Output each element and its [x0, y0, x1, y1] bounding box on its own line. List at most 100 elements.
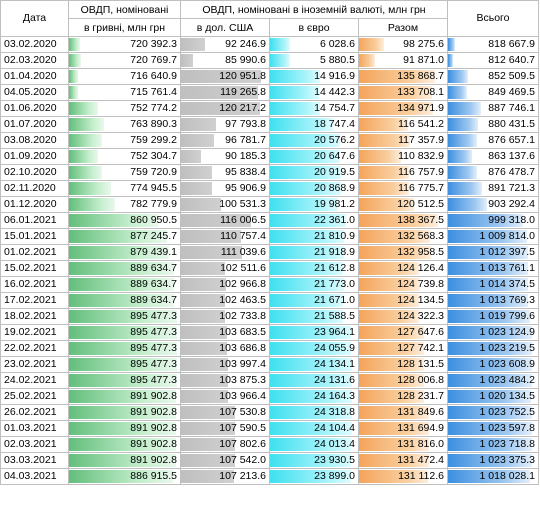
table-row: 03.03.2021 891 902.8 107 542.0 23 930.5 131 … [0, 452, 539, 469]
fx-data-bar [359, 166, 409, 179]
eur-data-bar [270, 134, 340, 147]
uah-value: 895 477.3 [130, 358, 177, 370]
eur-data-bar [270, 326, 352, 339]
total-value: 891 721.3 [488, 182, 535, 194]
fx-value: 133 708.1 [397, 86, 444, 98]
fx-data-bar [359, 230, 431, 243]
fx-cell: 116 757.9 [358, 164, 448, 181]
date-cell: 03.08.2020 [0, 132, 69, 149]
total-data-bar [448, 342, 532, 355]
eur-data-bar [270, 70, 321, 83]
eur-value: 19 981.2 [314, 198, 355, 210]
eur-cell: 20 647.6 [269, 148, 359, 165]
total-cell: 999 318.0 [447, 212, 539, 229]
fx-data-bar [359, 342, 424, 355]
total-cell: 818 667.9 [447, 36, 539, 53]
header-fx-total: Разом [358, 18, 448, 37]
fx-cell: 131 694.9 [358, 420, 448, 437]
fx-value: 134 971.9 [397, 102, 444, 114]
fx-value: 127 647.6 [397, 326, 444, 338]
date-cell: 04.05.2020 [0, 84, 69, 101]
eur-value: 24 013.4 [314, 438, 355, 450]
eur-data-bar [270, 262, 344, 275]
fx-data-bar [359, 134, 410, 147]
uah-cell: 891 902.8 [68, 420, 181, 437]
table-row: 01.07.2020 763 890.3 97 793.8 18 747.4 116 5… [0, 116, 539, 133]
usd-value: 116 006.5 [220, 214, 266, 226]
usd-value: 102 966.8 [219, 278, 266, 290]
usd-cell: 90 185.3 [180, 148, 270, 165]
eur-value: 14 916.9 [314, 70, 355, 82]
total-value: 1 018 028.1 [479, 470, 535, 482]
usd-value: 107 802.6 [219, 438, 266, 450]
fx-cell: 135 868.7 [358, 68, 448, 85]
uah-cell: 895 477.3 [68, 356, 181, 373]
eur-value: 20 868.9 [314, 182, 355, 194]
total-cell: 1 014 374.5 [447, 276, 539, 293]
uah-cell: 716 640.9 [68, 68, 181, 85]
total-cell: 849 469.5 [447, 84, 539, 101]
eur-cell: 24 318.8 [269, 404, 359, 421]
usd-data-bar [181, 166, 212, 179]
table-row: 01.09.2020 752 304.7 90 185.3 20 647.6 110 8… [0, 148, 539, 165]
eur-data-bar [270, 406, 353, 419]
total-value: 1 023 718.8 [479, 438, 535, 450]
eur-cell: 20 919.5 [269, 164, 359, 181]
total-data-bar [448, 262, 529, 275]
usd-data-bar [181, 182, 213, 195]
usd-data-bar [181, 278, 226, 291]
eur-cell: 21 588.5 [269, 308, 359, 325]
uah-value: 895 477.3 [130, 342, 177, 354]
eur-cell: 21 671.0 [269, 292, 359, 309]
usd-data-bar [181, 262, 226, 275]
fx-data-bar [359, 358, 425, 371]
fx-data-bar [359, 150, 401, 163]
table-row: 26.02.2021 891 902.8 107 530.8 24 318.8 131 … [0, 404, 539, 421]
uah-data-bar [69, 102, 99, 115]
usd-data-bar [181, 38, 205, 51]
uah-value: 895 477.3 [130, 310, 177, 322]
total-value: 1 023 597.8 [479, 422, 535, 434]
uah-value: 895 477.3 [130, 374, 177, 386]
eur-data-bar [270, 182, 341, 195]
total-cell: 1 012 397.5 [447, 244, 539, 261]
total-cell: 1 023 124.9 [447, 324, 539, 341]
fx-value: 124 126.4 [397, 262, 444, 274]
eur-value: 6 028.6 [319, 38, 355, 50]
usd-cell: 103 683.5 [180, 324, 270, 341]
total-data-bar [448, 230, 527, 243]
date-cell: 17.02.2021 [0, 292, 69, 309]
fx-data-bar [359, 438, 430, 451]
eur-data-bar [270, 374, 352, 387]
fx-value: 117 357.9 [398, 134, 444, 146]
uah-value: 891 902.8 [130, 438, 177, 450]
usd-cell: 103 966.4 [180, 388, 270, 405]
fx-value: 116 541.2 [398, 118, 444, 130]
uah-data-bar [69, 326, 178, 339]
uah-data-bar [69, 70, 79, 83]
eur-cell: 23 930.5 [269, 452, 359, 469]
eur-cell: 20 868.9 [269, 180, 359, 197]
usd-value: 103 997.4 [219, 358, 266, 370]
fx-cell: 124 322.3 [358, 308, 448, 325]
eur-value: 21 612.8 [314, 262, 355, 274]
eur-cell: 24 134.1 [269, 356, 359, 373]
eur-value: 20 919.5 [314, 166, 355, 178]
usd-value: 107 213.6 [219, 470, 266, 482]
fx-data-bar [359, 422, 429, 435]
table-row: 02.11.2020 774 945.5 95 906.9 20 868.9 116 7… [0, 180, 539, 197]
total-data-bar [448, 278, 529, 291]
date-cell: 26.02.2021 [0, 404, 69, 421]
eur-data-bar [270, 38, 291, 51]
usd-value: 102 733.8 [219, 310, 266, 322]
eur-cell: 14 754.7 [269, 100, 359, 117]
uah-cell: 886 915.5 [68, 468, 181, 485]
uah-data-bar [69, 262, 175, 275]
fx-cell: 132 958.5 [358, 244, 448, 261]
fx-cell: 124 134.5 [358, 292, 448, 309]
usd-cell: 107 542.0 [180, 452, 270, 469]
usd-data-bar [181, 326, 228, 339]
uah-data-bar [69, 294, 175, 307]
table-row: 02.03.2020 720 769.7 85 990.6 5 880.5 91 871… [0, 52, 539, 69]
eur-data-bar [270, 422, 352, 435]
